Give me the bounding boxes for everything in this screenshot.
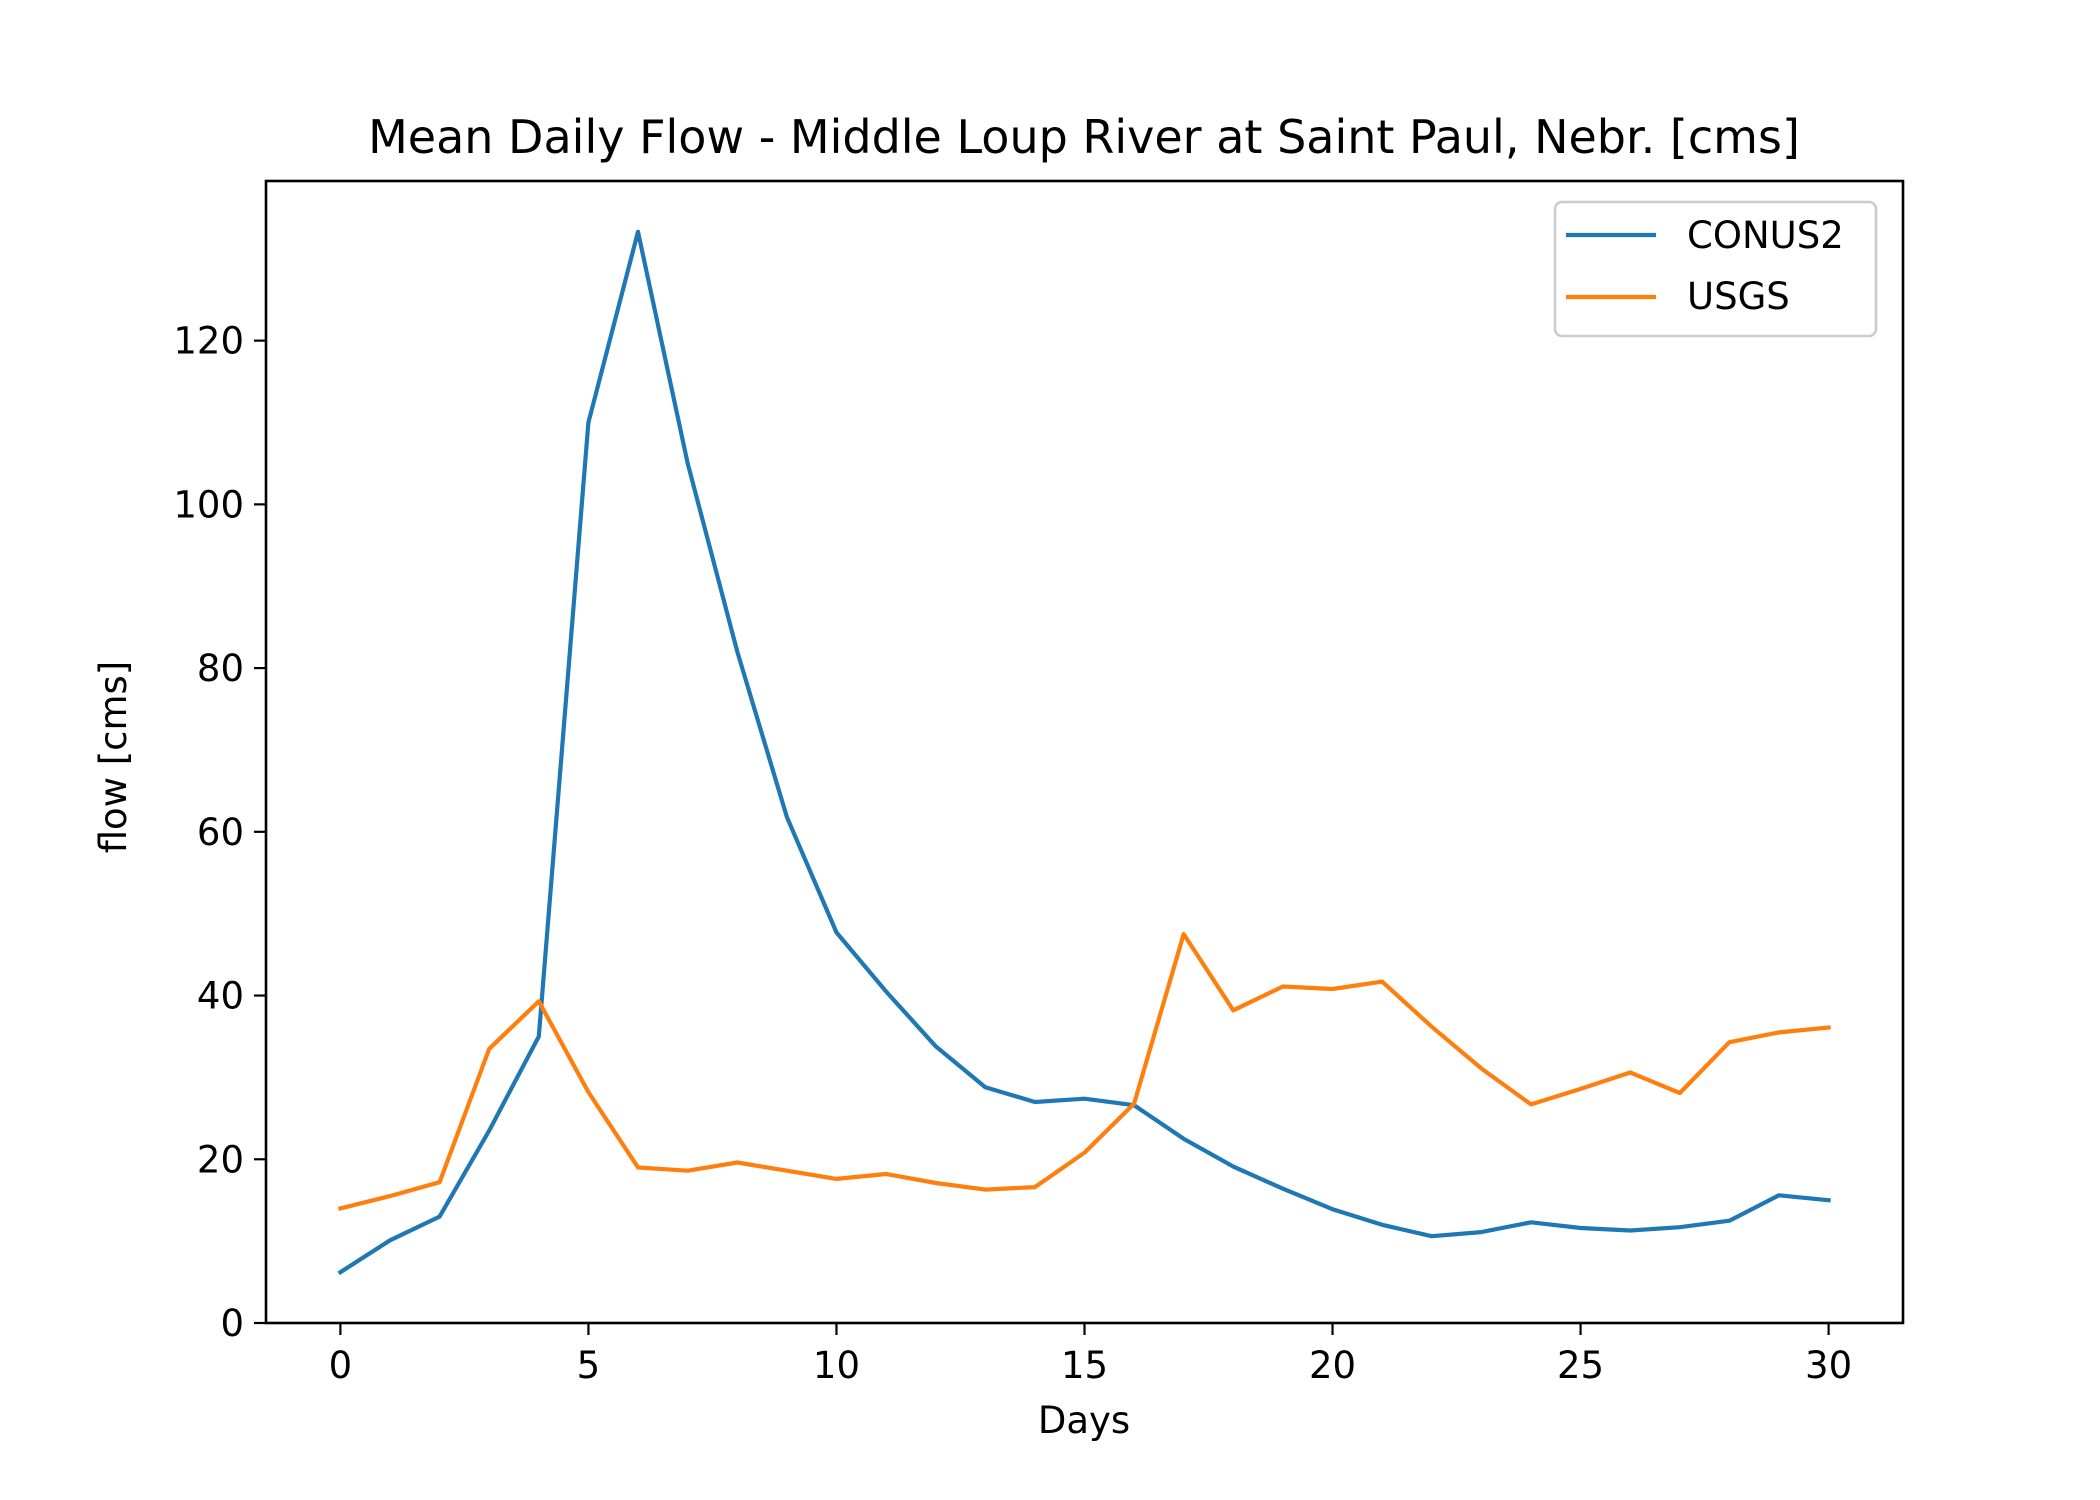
x-tick-label: 5 (577, 1344, 601, 1387)
series-line-conus2 (337, 229, 1831, 1276)
x-tick-label: 15 (1061, 1344, 1108, 1387)
x-tick-label: 30 (1805, 1344, 1852, 1387)
y-tick-label: 20 (197, 1138, 244, 1181)
x-axis-label: Days (1038, 1399, 1130, 1442)
y-tick-label: 120 (173, 320, 244, 363)
y-tick-label: 40 (197, 975, 244, 1018)
x-tick-label: 10 (813, 1344, 860, 1387)
y-axis: 0 20 40 60 80 100 120 (173, 320, 266, 1345)
series-layer (337, 229, 1831, 1276)
plot-frame (264, 179, 1905, 1325)
series-line-usgs (337, 931, 1831, 1211)
y-axis-label: flow [cms] (92, 661, 135, 854)
x-tick-label: 0 (329, 1344, 353, 1387)
x-axis: 0 5 10 15 20 25 30 (329, 1323, 1852, 1387)
chart-title: Mean Daily Flow - Middle Loup River at S… (368, 110, 1800, 164)
legend-label-conus2: CONUS2 (1687, 214, 1844, 257)
y-tick-label: 100 (173, 483, 244, 526)
legend: CONUS2 USGS (1553, 200, 1878, 338)
y-tick-label: 80 (197, 647, 244, 690)
y-tick-label: 60 (197, 811, 244, 854)
x-tick-label: 25 (1557, 1344, 1604, 1387)
plot-area: 0 5 10 15 20 25 30 0 20 40 60 80 100 120 (173, 179, 1905, 1387)
y-tick-label: 0 (220, 1302, 244, 1345)
x-tick-label: 20 (1309, 1344, 1356, 1387)
legend-label-usgs: USGS (1687, 275, 1790, 318)
